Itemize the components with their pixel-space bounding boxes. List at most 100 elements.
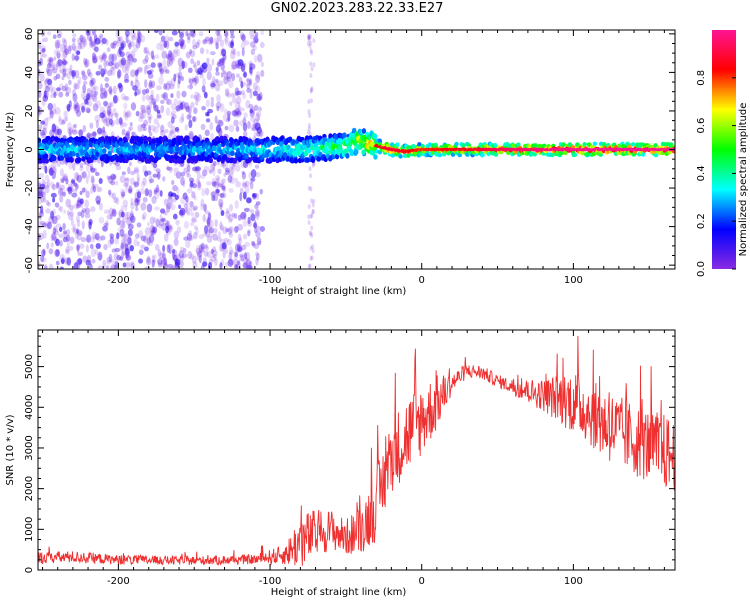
noise-speckle	[238, 76, 243, 83]
noise-speckle	[232, 48, 237, 56]
noise-speckle	[231, 212, 236, 217]
noise-speckle	[211, 75, 216, 85]
noise-speckle	[115, 117, 120, 125]
noise-speckle	[68, 128, 72, 138]
noise-speckle	[161, 222, 167, 231]
noise-speckle	[45, 85, 52, 90]
noise-speckle	[148, 97, 154, 104]
noise-speckle	[206, 216, 210, 226]
noise-speckle	[183, 167, 188, 174]
noise-speckle	[127, 166, 131, 175]
noise-speckle	[89, 243, 94, 250]
noise-speckle	[190, 58, 195, 65]
noise-speckle	[41, 37, 46, 43]
ridge-cell	[550, 152, 555, 158]
noise-speckle	[94, 90, 99, 96]
noise-speckle	[101, 129, 106, 138]
noise-speckle	[136, 173, 140, 182]
noise-speckle	[93, 90, 97, 98]
noise-speckle	[256, 131, 261, 137]
noise-speckle	[237, 233, 242, 242]
ridge-cell	[43, 153, 49, 159]
noise-speckle	[61, 37, 67, 44]
noise-speckle	[115, 30, 121, 39]
noise-speckle	[140, 123, 146, 132]
noise-speckle	[230, 34, 235, 39]
noise-speckle	[246, 88, 251, 93]
colorbar-label: Normalized spectral amplitude	[738, 103, 749, 257]
noise-speckle	[110, 66, 115, 72]
noise-speckle	[225, 169, 230, 176]
noise-speckle	[166, 204, 171, 213]
noise-speckle	[91, 258, 96, 264]
noise-speckle	[224, 88, 230, 93]
noise-speckle	[161, 50, 168, 59]
noise-speckle	[121, 220, 126, 230]
noise-speckle	[214, 189, 221, 194]
noise-speckle	[120, 205, 125, 212]
noise-speckle	[63, 48, 68, 54]
noise-speckle	[56, 181, 61, 188]
plot-frame	[37, 329, 676, 571]
noise-speckle	[140, 104, 147, 114]
ridge-cell	[279, 141, 284, 147]
noise-speckle	[237, 246, 243, 252]
noise-speckle	[118, 84, 124, 92]
noise-speckle	[129, 212, 135, 222]
noise-speckle	[134, 91, 138, 97]
noise-speckle	[68, 70, 74, 76]
noise-speckle	[242, 62, 246, 68]
noise-speckle	[160, 208, 166, 214]
noise-speckle	[85, 163, 90, 172]
noise-speckle	[73, 262, 79, 269]
noise-speckle	[102, 126, 106, 134]
noise-speckle	[95, 195, 101, 204]
noise-speckle	[218, 58, 225, 66]
noise-speckle	[59, 195, 64, 203]
noise-speckle	[191, 191, 196, 199]
ridge-cell	[349, 150, 355, 157]
noise-speckle	[186, 211, 191, 216]
noise-speckle	[257, 95, 262, 101]
noise-speckle	[252, 120, 256, 130]
noise-speckle	[158, 218, 165, 227]
noise-speckle	[209, 51, 216, 56]
noise-speckle	[85, 133, 90, 140]
ridge-cell	[351, 127, 357, 134]
noise-speckle	[75, 203, 81, 209]
noise-speckle	[229, 246, 233, 255]
noise-speckle	[142, 110, 147, 119]
noise-speckle	[147, 72, 154, 79]
noise-speckle	[67, 183, 73, 192]
noise-speckle	[119, 175, 126, 184]
noise-speckle	[135, 110, 140, 117]
noise-speckle	[167, 244, 173, 250]
noise-speckle	[46, 242, 50, 250]
noise-speckle	[255, 192, 260, 200]
noise-speckle	[309, 198, 313, 204]
noise-speckle	[245, 259, 252, 267]
noise-speckle	[138, 32, 143, 39]
noise-speckle	[219, 224, 225, 231]
noise-speckle	[92, 57, 98, 64]
noise-speckle	[152, 226, 158, 234]
noise-speckle	[153, 104, 159, 112]
noise-speckle	[205, 99, 211, 108]
noise-speckle	[52, 67, 58, 74]
noise-speckle	[196, 93, 201, 102]
noise-speckle	[136, 222, 142, 228]
ridge-cell	[402, 153, 408, 158]
noise-speckle	[134, 191, 140, 200]
noise-speckle	[104, 219, 109, 226]
noise-speckle	[109, 236, 115, 245]
noise-speckle	[231, 97, 237, 104]
noise-speckle	[70, 178, 76, 187]
noise-speckle	[63, 209, 67, 214]
noise-speckle	[79, 40, 86, 50]
noise-speckle	[309, 48, 313, 54]
noise-speckle	[103, 209, 110, 215]
noise-speckle	[201, 169, 208, 177]
noise-speckle	[123, 78, 130, 84]
noise-speckle	[81, 37, 87, 45]
noise-speckle	[73, 100, 79, 109]
